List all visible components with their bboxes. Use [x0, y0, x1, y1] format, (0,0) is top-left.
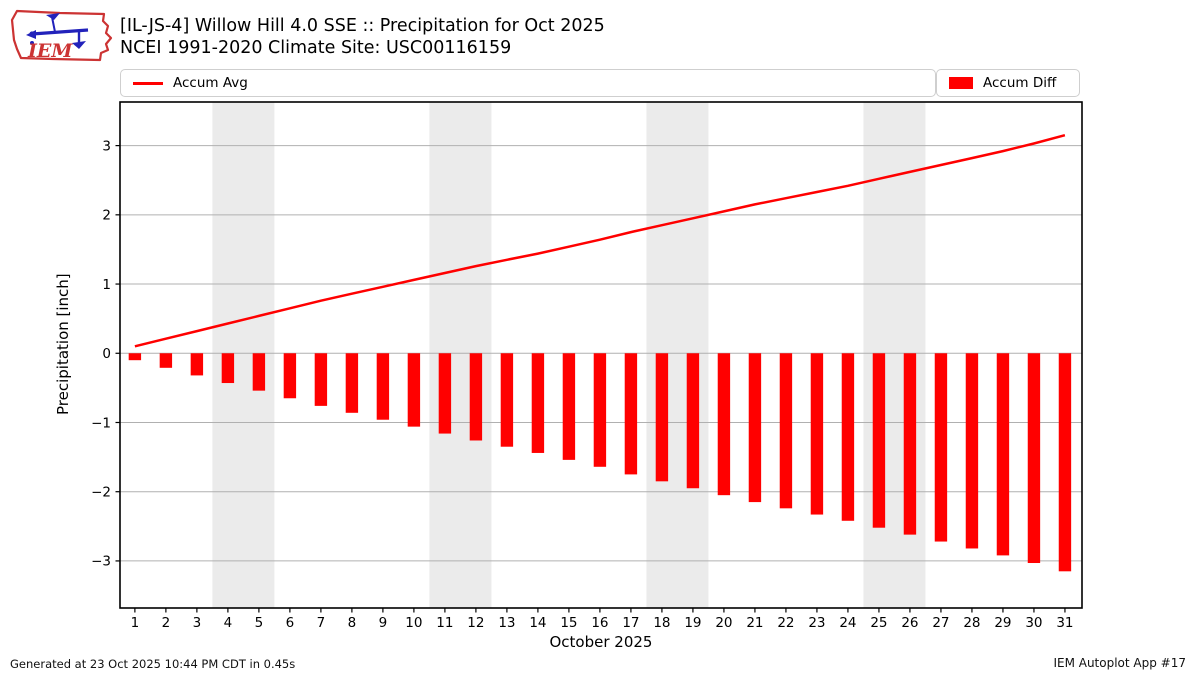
x-tick-label: 18: [653, 615, 670, 631]
y-tick-label: −3: [91, 554, 111, 570]
accum-diff-bar: [128, 353, 142, 361]
generated-timestamp: Generated at 23 Oct 2025 10:44 PM CDT in…: [10, 657, 296, 671]
x-tick-label: 1: [131, 615, 140, 631]
x-tick-label: 14: [529, 615, 546, 631]
x-tick-label: 22: [777, 615, 794, 631]
x-tick-label: 24: [839, 615, 856, 631]
x-tick-label: 29: [994, 615, 1011, 631]
x-tick-label: 8: [348, 615, 357, 631]
accum-diff-bar: [748, 353, 762, 503]
accum-diff-bar: [1027, 353, 1041, 564]
x-tick-label: 5: [255, 615, 264, 631]
iem-logo: IEM: [10, 9, 113, 62]
accum-diff-bar: [686, 353, 700, 489]
accum-diff-bar: [655, 353, 669, 482]
x-tick-label: 28: [963, 615, 980, 631]
x-tick-label: 2: [162, 615, 171, 631]
iem-logo-text: IEM: [27, 40, 73, 62]
accum-diff-bar: [252, 353, 266, 391]
legend-accum-diff-label: Accum Diff: [983, 75, 1057, 91]
accum-diff-bar: [996, 353, 1010, 556]
x-axis-label: October 2025: [549, 633, 653, 651]
accum-diff-bar: [593, 353, 607, 467]
weekend-band: [863, 102, 926, 608]
y-tick-label: 2: [102, 208, 111, 224]
x-tick-label: 9: [379, 615, 388, 631]
app-credit: IEM Autoplot App #17: [1053, 656, 1186, 670]
accum-diff-bar: [469, 353, 483, 441]
chart-title: [IL-JS-4] Willow Hill 4.0 SSE :: Precipi…: [120, 16, 605, 36]
accum-diff-bar: [345, 353, 359, 413]
x-tick-label: 13: [498, 615, 515, 631]
x-tick-label: 31: [1056, 615, 1073, 631]
accum-diff-bar: [624, 353, 638, 475]
accum-diff-bar: [531, 353, 545, 453]
accum-avg-line: [134, 133, 1066, 348]
weekend-band: [429, 102, 492, 608]
x-tick-label: 21: [746, 615, 763, 631]
weekend-band: [212, 102, 275, 608]
x-tick-label: 6: [286, 615, 295, 631]
chart-subtitle: NCEI 1991-2020 Climate Site: USC00116159: [120, 38, 512, 58]
accum-diff-bar: [841, 353, 855, 521]
accum-diff-bar: [500, 353, 514, 447]
x-tick-label: 17: [622, 615, 639, 631]
accum-avg-line-swatch: [133, 81, 163, 85]
x-tick-label: 7: [317, 615, 326, 631]
accum-diff-bar: [159, 353, 173, 368]
x-tick-label: 16: [591, 615, 608, 631]
iowa-outline: [10, 9, 113, 62]
x-tick-label: 26: [901, 615, 918, 631]
x-tick-label: 27: [932, 615, 949, 631]
y-axis-label: Precipitation [inch]: [54, 273, 72, 415]
x-tick-label: 12: [467, 615, 484, 631]
x-tick-label: 19: [684, 615, 701, 631]
x-tick-label: 25: [870, 615, 887, 631]
legend-accum-diff: Accum Diff: [936, 69, 1080, 97]
accum-diff-bar: [376, 353, 390, 420]
accum-diff-bar: [810, 353, 824, 515]
legend-accum-avg: Accum Avg: [120, 69, 936, 97]
x-tick-label: 3: [193, 615, 202, 631]
x-tick-label: 10: [405, 615, 422, 631]
y-tick-label: −2: [91, 485, 111, 501]
x-tick-label: 30: [1025, 615, 1042, 631]
accum-diff-rect-swatch: [949, 77, 973, 89]
accum-diff-bar: [903, 353, 917, 535]
plot-border: [119, 101, 1083, 609]
accum-diff-bar: [221, 353, 235, 384]
x-tick-label: 20: [715, 615, 732, 631]
accum-diff-bar: [438, 353, 452, 434]
accum-diff-bar: [934, 353, 948, 542]
x-tick-label: 11: [436, 615, 453, 631]
weekend-band: [646, 102, 709, 608]
legend: Accum Avg Accum Diff: [120, 69, 1080, 97]
accum-diff-bar: [717, 353, 731, 496]
x-tick-label: 4: [224, 615, 233, 631]
legend-accum-avg-label: Accum Avg: [173, 75, 248, 91]
accum-diff-bar: [965, 353, 979, 549]
accum-diff-bar: [872, 353, 886, 528]
y-tick-label: −1: [91, 415, 111, 431]
accum-diff-bar: [1058, 353, 1072, 572]
accum-diff-bar: [779, 353, 793, 509]
accum-diff-bar: [562, 353, 576, 460]
accum-diff-bar: [407, 353, 421, 427]
chart-titles: [IL-JS-4] Willow Hill 4.0 SSE :: Precipi…: [120, 15, 605, 59]
x-tick-label: 15: [560, 615, 577, 631]
y-tick-label: 1: [102, 277, 111, 293]
accum-diff-bar: [283, 353, 297, 399]
y-tick-label: 3: [102, 138, 111, 154]
y-tick-label: 0: [102, 346, 111, 362]
accum-diff-bar: [190, 353, 204, 376]
weather-vane-icon: [26, 13, 89, 49]
x-tick-label: 23: [808, 615, 825, 631]
accum-diff-bar: [314, 353, 328, 406]
